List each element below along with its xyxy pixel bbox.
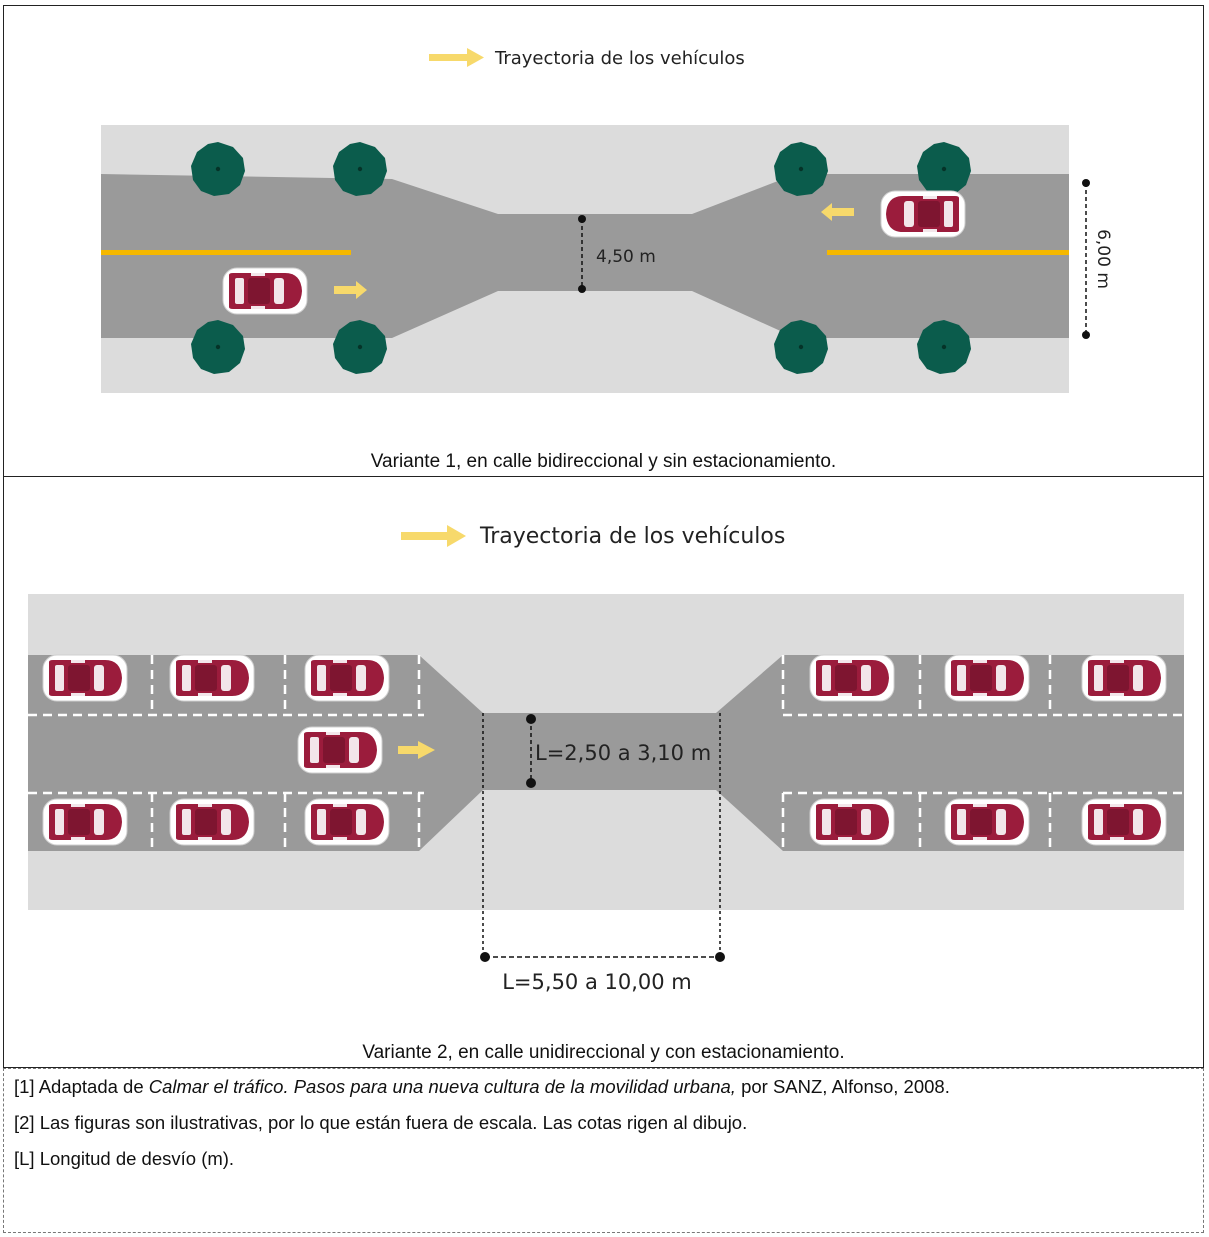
legend-label: Trayectoria de los vehículos bbox=[494, 48, 745, 69]
car-icon bbox=[222, 267, 308, 315]
parked-car-icon bbox=[42, 798, 128, 846]
parked-car-icon bbox=[169, 798, 255, 846]
legend-arrow-icon bbox=[401, 525, 466, 547]
variant-1-diagram: Trayectoria de los vehículos 4,50 m bbox=[101, 48, 1113, 393]
note-source: [1] Adaptada de Calmar el tráfico. Pasos… bbox=[14, 1076, 950, 1097]
lane-line-right bbox=[827, 250, 1069, 255]
parked-car-icon bbox=[1081, 654, 1167, 702]
note-scale: [2] Las figuras son ilustrativas, por lo… bbox=[14, 1112, 748, 1133]
variant-1-panel: Trayectoria de los vehículos 4,50 m bbox=[3, 5, 1204, 477]
variant-2-panel: Trayectoria de los vehículos bbox=[3, 476, 1204, 1068]
dimension-length-label: L=5,50 a 10,00 m bbox=[502, 970, 692, 994]
legend-arrow-icon bbox=[429, 48, 484, 67]
dimension-road-width bbox=[1082, 179, 1090, 339]
lane-line-left bbox=[101, 250, 351, 255]
source-title: Calmar el tráfico. Pasos para una nueva … bbox=[148, 1076, 736, 1097]
parked-car-icon bbox=[809, 798, 895, 846]
notes-box: [1] Adaptada de Calmar el tráfico. Pasos… bbox=[3, 1068, 1204, 1233]
moving-car-icon bbox=[297, 726, 383, 774]
dimension-narrowing bbox=[526, 714, 536, 788]
legend-label: Trayectoria de los vehículos bbox=[479, 524, 785, 549]
parked-car-icon bbox=[944, 654, 1030, 702]
parked-car-icon bbox=[1081, 798, 1167, 846]
parking-lines bbox=[28, 655, 1184, 851]
parked-car-icon bbox=[809, 654, 895, 702]
dimension-narrowing bbox=[578, 215, 586, 293]
parked-car-icon bbox=[944, 798, 1030, 846]
variant-2-diagram: Trayectoria de los vehículos bbox=[28, 524, 1184, 994]
dimension-road-width-label: 6,00 m bbox=[1093, 229, 1113, 289]
parked-car-icon bbox=[169, 654, 255, 702]
dimension-narrowing-label: 4,50 m bbox=[596, 247, 656, 267]
parked-car-icon bbox=[304, 654, 390, 702]
dimension-length bbox=[480, 952, 725, 962]
dimension-narrowing-label: L=2,50 a 3,10 m bbox=[535, 741, 711, 765]
direction-arrow-icon bbox=[398, 741, 435, 759]
parked-car-icon bbox=[42, 654, 128, 702]
variant-2-caption: Variante 2, en calle unidireccional y co… bbox=[362, 1042, 845, 1063]
variant-1-caption: Variante 1, en calle bidireccional y sin… bbox=[370, 451, 837, 472]
parked-car-icon bbox=[304, 798, 390, 846]
note-length: [L] Longitud de desvío (m). bbox=[14, 1148, 235, 1169]
car-icon bbox=[880, 190, 966, 238]
